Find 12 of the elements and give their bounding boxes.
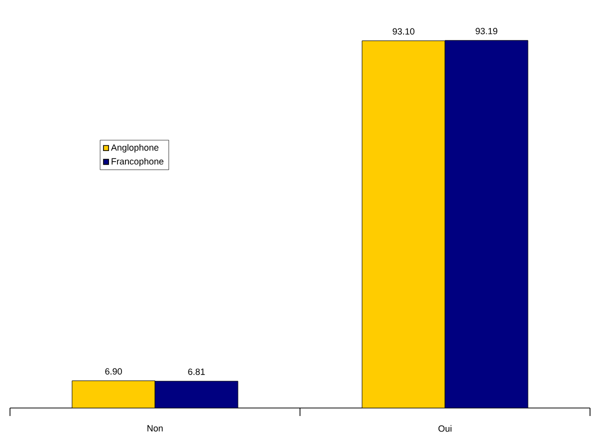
data-label: 93.10 [392,28,414,35]
legend-label: Anglophone [110,144,158,152]
bar [444,40,528,408]
data-label: 93.19 [476,28,498,34]
bar [72,380,156,408]
bar [154,380,238,408]
data-label: 6.90 [105,368,122,375]
legend-label: Francophone [112,158,164,166]
data-label: 6.81 [188,368,205,375]
bar [362,40,446,408]
x-tick-label: Non [148,425,163,432]
x-tick-label: Oui [438,425,452,432]
